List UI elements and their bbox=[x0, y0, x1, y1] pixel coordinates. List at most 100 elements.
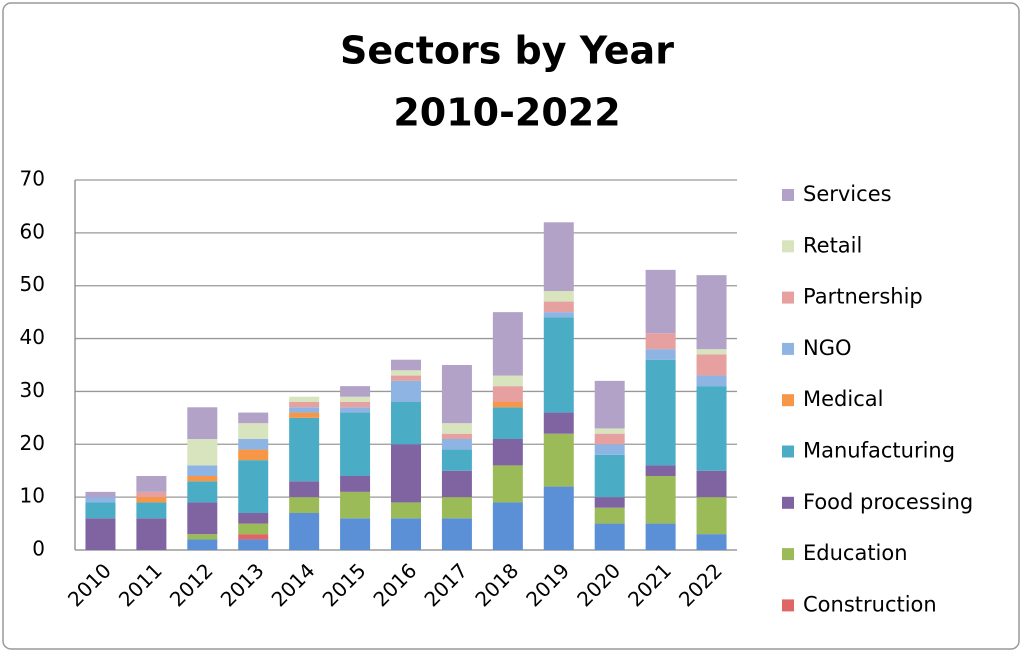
legend-swatch bbox=[782, 445, 794, 458]
legend-label: Manufacturing bbox=[803, 439, 955, 463]
bar-segment bbox=[543, 317, 574, 413]
chart-title: Sectors by Year bbox=[340, 29, 674, 73]
bar-segment bbox=[187, 502, 218, 535]
bar-segment bbox=[391, 380, 421, 402]
bar-segment bbox=[85, 518, 116, 550]
bar-segment bbox=[696, 386, 727, 471]
bar-segment bbox=[238, 534, 269, 540]
bar-segment bbox=[187, 481, 218, 503]
bar-segment bbox=[136, 491, 167, 498]
bar-segment bbox=[492, 465, 523, 503]
bar-segment bbox=[238, 423, 269, 439]
bar-segment bbox=[85, 502, 116, 519]
legend-swatch bbox=[782, 342, 794, 355]
bar-segment bbox=[594, 428, 625, 434]
bar-segment bbox=[289, 412, 320, 418]
bar-segment bbox=[543, 486, 574, 550]
bar-segment bbox=[543, 291, 574, 302]
bar-segment bbox=[289, 497, 320, 513]
bar-segment bbox=[289, 407, 320, 413]
bar-segment bbox=[492, 402, 523, 408]
bar-segment bbox=[289, 513, 320, 550]
legend-label: Retail bbox=[803, 233, 862, 257]
bar-segment bbox=[594, 523, 625, 550]
bar-segment bbox=[645, 333, 676, 350]
bar-segment bbox=[441, 449, 472, 471]
bar-segment bbox=[391, 375, 421, 381]
bar-segment bbox=[492, 386, 523, 402]
bar-segment bbox=[391, 444, 421, 503]
bar-segment bbox=[187, 439, 218, 466]
bar-segment bbox=[238, 523, 269, 535]
bar-segment bbox=[645, 465, 676, 476]
y-tick-label: 70 bbox=[20, 167, 45, 191]
bar-segment bbox=[136, 497, 167, 503]
y-tick-label: 30 bbox=[20, 378, 45, 402]
legend-swatch bbox=[782, 599, 794, 612]
bar-segment bbox=[391, 502, 421, 519]
bar-segment bbox=[645, 523, 676, 550]
legend-label: Education bbox=[803, 541, 908, 565]
bar-segment bbox=[594, 497, 625, 508]
legend-swatch bbox=[782, 394, 794, 407]
bar-segment bbox=[645, 349, 676, 360]
bar-segment bbox=[340, 412, 371, 476]
bar-segment bbox=[238, 460, 269, 513]
legend-label: Food processing bbox=[803, 490, 973, 514]
bar-segment bbox=[492, 312, 523, 376]
bar-segment bbox=[136, 502, 167, 519]
bar-segment bbox=[238, 449, 269, 461]
legend-swatch bbox=[782, 240, 794, 253]
y-tick-label: 20 bbox=[20, 431, 45, 455]
bar-segment bbox=[187, 534, 218, 540]
bar-segment bbox=[594, 444, 625, 455]
bar-segment bbox=[543, 222, 574, 291]
bar-segment bbox=[391, 402, 421, 445]
legend-label: Medical bbox=[803, 387, 883, 411]
bar-segment bbox=[340, 407, 371, 413]
bar-segment bbox=[594, 507, 625, 524]
bar-segment bbox=[238, 513, 269, 524]
bar-segment bbox=[696, 470, 727, 498]
legend-swatch bbox=[782, 291, 794, 304]
bar-segment bbox=[543, 412, 574, 434]
bar-segment bbox=[289, 396, 320, 402]
legend-swatch bbox=[782, 496, 794, 509]
y-tick-label: 60 bbox=[20, 219, 45, 243]
bar-segment bbox=[441, 423, 472, 434]
bar-segment bbox=[441, 439, 472, 450]
bar-segment bbox=[340, 396, 371, 402]
bar-segment bbox=[340, 476, 371, 492]
bar-segment bbox=[696, 497, 727, 535]
bar-segment bbox=[85, 497, 116, 503]
bar-segment bbox=[441, 365, 472, 424]
bar-segment bbox=[543, 301, 574, 313]
y-tick-label: 50 bbox=[20, 272, 45, 296]
bar-segment bbox=[391, 359, 421, 371]
bar-segment bbox=[441, 518, 472, 550]
bar-segment bbox=[441, 470, 472, 498]
bar-segment bbox=[340, 491, 371, 519]
bar-segment bbox=[492, 407, 523, 439]
bar-segment bbox=[289, 481, 320, 498]
bar-segment bbox=[187, 539, 218, 550]
bar-segment bbox=[594, 380, 625, 429]
bar-segment bbox=[289, 417, 320, 482]
bar-segment bbox=[340, 402, 371, 408]
bar-segment bbox=[187, 465, 218, 476]
bar-segment bbox=[289, 402, 320, 408]
bar-segment bbox=[238, 439, 269, 450]
bar-segment bbox=[543, 433, 574, 487]
bar-segment bbox=[441, 497, 472, 519]
legend-swatch bbox=[782, 189, 794, 201]
bar-segment bbox=[238, 412, 269, 424]
bar-segment bbox=[340, 386, 371, 397]
legend-label: Construction bbox=[803, 592, 937, 616]
bar-segment bbox=[492, 375, 523, 387]
bar-segment bbox=[238, 539, 269, 550]
bar-segment bbox=[492, 502, 523, 550]
bar-segment bbox=[85, 491, 116, 498]
chart-title: 2010-2022 bbox=[393, 91, 620, 135]
bar-segment bbox=[696, 354, 727, 376]
bar-segment bbox=[645, 269, 676, 334]
